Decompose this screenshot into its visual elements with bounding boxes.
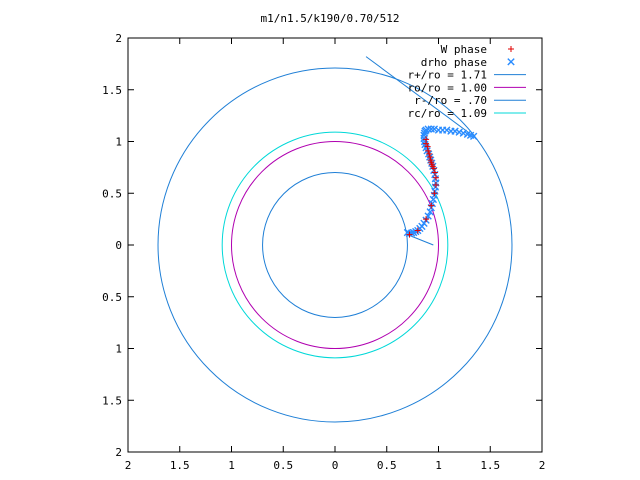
w-phase-point: [425, 147, 432, 154]
drho-phase-point: [424, 125, 432, 133]
y-tick-label: 1.5: [102, 84, 122, 97]
x-tick-label: 2: [539, 459, 546, 472]
x-tick-label: 0: [332, 459, 339, 472]
w-phase-point: [423, 136, 430, 143]
chart-title: m1/n1.5/k190/0.70/512: [260, 12, 399, 25]
x-tick-label: 1: [435, 459, 442, 472]
w-phase-point: [432, 181, 439, 188]
circle-series-group: [157, 67, 513, 423]
legend-label: ro/ro = 1.00: [408, 81, 487, 94]
w-phase-point: [427, 154, 434, 161]
y-axis-ticks: 2 1.5 1 0.5 0 0.5 1 1.5 2: [102, 32, 542, 459]
w-phase-point: [424, 143, 431, 150]
x-tick-label: 0.5: [377, 459, 397, 472]
w-phase-point: [414, 227, 421, 234]
circle-series: [221, 131, 449, 359]
w-phase-point: [427, 157, 434, 164]
w-phase-point: [428, 202, 435, 209]
drho-phase-point: [427, 125, 435, 133]
drho-phase-point: [469, 132, 478, 141]
x-tick-label: 0.5: [273, 459, 293, 472]
y-tick-label: 0.5: [102, 187, 122, 200]
y-tick-label: 2: [115, 446, 122, 459]
legend-label: rc/ro = 1.09: [408, 107, 487, 120]
w-phase-point: [426, 150, 433, 157]
x-tick-label: 1.5: [480, 459, 500, 472]
y-tick-label: 1: [115, 136, 122, 149]
w-phase-point: [431, 169, 438, 176]
w-phase-point: [431, 190, 438, 197]
annotation-line: [365, 56, 470, 134]
y-tick-label: 1: [115, 343, 122, 356]
w-phase-point: [423, 216, 430, 223]
circle-series: [262, 172, 408, 318]
y-tick-label: 0: [115, 239, 122, 252]
w-phase-point: [406, 231, 413, 238]
w-phase-point: [432, 174, 439, 181]
y-tick-label: 2: [115, 32, 122, 45]
scatter-series-group: [403, 125, 478, 238]
circle-series: [157, 67, 513, 423]
legend-label: W phase: [441, 43, 487, 56]
legend-label: r+/ro = 1.71: [408, 69, 487, 82]
x-tick-label: 1.5: [170, 459, 190, 472]
legend-label: r-/ro = .70: [414, 94, 487, 107]
circle-series: [231, 141, 439, 349]
y-tick-label: 0.5: [102, 291, 122, 304]
y-tick-label: 1.5: [102, 394, 122, 407]
x-tick-label: 1: [228, 459, 235, 472]
legend-marker-plus: [508, 46, 514, 52]
legend-marker-x: [507, 58, 515, 66]
x-axis-ticks: 2 1.5 1 0.5 0 0.5 1 1.5 2: [125, 38, 546, 472]
x-tick-label: 2: [125, 459, 132, 472]
legend-label: drho phase: [421, 56, 487, 69]
